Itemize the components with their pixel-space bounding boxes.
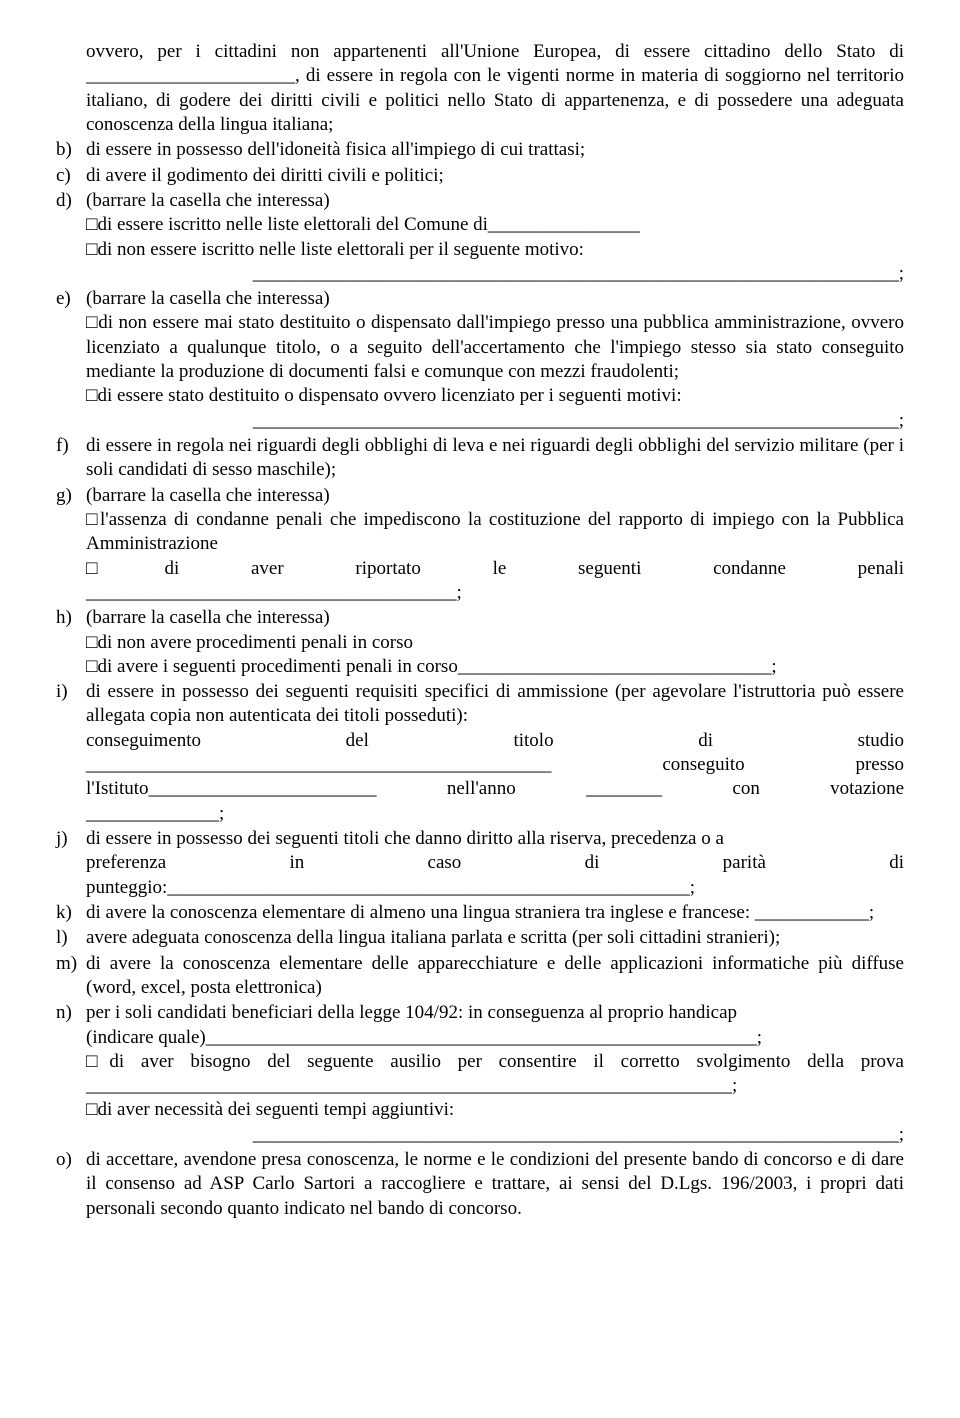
g-l2-w7: penali [858, 558, 904, 579]
i-row-2: ________________________________________… [86, 753, 904, 777]
g-l2-w2: aver [251, 558, 284, 579]
item-o: o) di accettare, avendone presa conoscen… [56, 1148, 904, 1221]
i-r1-w5: studio [858, 730, 904, 751]
e-checkbox-2[interactable]: □di essere stato destituito o dispensato… [86, 384, 904, 408]
j-r1-w2: in [289, 852, 304, 873]
g-l2-w6: condanne [713, 558, 786, 579]
i-r1-w3: titolo [513, 730, 553, 751]
item-n: n) per i soli candidati beneficiari dell… [56, 1001, 904, 1147]
marker-b: b) [56, 138, 86, 162]
item-l: l) avere adeguata conoscenza della lingu… [56, 926, 904, 950]
i-row-1: conseguimento del titolo di studio [86, 729, 904, 753]
marker-o: o) [56, 1148, 86, 1172]
marker-f: f) [56, 434, 86, 458]
j-r1-w3: caso [428, 852, 462, 873]
h-checkbox-2[interactable]: □di avere i seguenti procedimenti penali… [86, 655, 904, 679]
i-r2-w1: ________________________________________… [86, 754, 552, 775]
i-r3-w4: con [732, 778, 759, 799]
n-checkbox-2[interactable]: □di aver necessità dei seguenti tempi ag… [86, 1098, 904, 1122]
item-d: d) (barrare la casella che interessa) □d… [56, 189, 904, 286]
j-r1-w4: di [585, 852, 600, 873]
content-h: (barrare la casella che interessa) □di n… [86, 606, 904, 679]
n-checkbox-1[interactable]: □di aver bisogno del seguente ausilio pe… [86, 1050, 904, 1099]
g-l2-w4: le [493, 558, 507, 579]
content-d: (barrare la casella che interessa) □di e… [86, 189, 904, 286]
text-c: di avere il godimento dei diritti civili… [86, 164, 904, 188]
j-r1-w5: parità [723, 852, 766, 873]
item-f: f) di essere in regola nei riguardi degl… [56, 434, 904, 483]
g-l2-w1: □di [86, 558, 179, 579]
item-k: k) di avere la conoscenza elementare di … [56, 901, 904, 925]
n-blank-line: ________________________________________… [86, 1123, 904, 1147]
item-m: m) di avere la conoscenza elementare del… [56, 952, 904, 1001]
i-r3-w2: nell'anno [447, 778, 516, 799]
g-checkbox-1[interactable]: □l'assenza di condanne penali che impedi… [86, 508, 904, 557]
i-r1-w4: di [698, 730, 713, 751]
d-checkbox-2[interactable]: □di non essere iscritto nelle liste elet… [86, 238, 904, 262]
d-checkbox-1[interactable]: □di essere iscritto nelle liste elettora… [86, 213, 904, 237]
content-e: (barrare la casella che interessa) □di n… [86, 287, 904, 433]
item-h: h) (barrare la casella che interessa) □d… [56, 606, 904, 679]
text-m: di avere la conoscenza elementare delle … [86, 952, 904, 1001]
i-r1-w1: conseguimento [86, 730, 201, 751]
d-head: (barrare la casella che interessa) [86, 189, 904, 213]
item-g: g) (barrare la casella che interessa) □l… [56, 484, 904, 606]
intro-item: ovvero, per i cittadini non appartenenti… [56, 40, 904, 137]
marker-k: k) [56, 901, 86, 925]
n-l1: (indicare quale)________________________… [86, 1026, 904, 1050]
marker-n: n) [56, 1001, 86, 1025]
item-e: e) (barrare la casella che interessa) □d… [56, 287, 904, 433]
i-row-3: l'Istituto________________________ nell'… [86, 777, 904, 801]
e-blank-line: ________________________________________… [86, 409, 904, 433]
text-k: di avere la conoscenza elementare di alm… [86, 901, 904, 925]
i-r2-w2: conseguito [662, 754, 744, 775]
item-b: b) di essere in possesso dell'idoneità f… [56, 138, 904, 162]
content-j: di essere in possesso dei seguenti titol… [86, 827, 904, 900]
marker-l: l) [56, 926, 86, 950]
i-r3-w5: votazione [830, 778, 904, 799]
n-head: per i soli candidati beneficiari della l… [86, 1001, 904, 1025]
item-i: i) di essere in possesso dei seguenti re… [56, 680, 904, 826]
j-head: di essere in possesso dei seguenti titol… [86, 827, 904, 851]
h-checkbox-1[interactable]: □di non avere procedimenti penali in cor… [86, 631, 904, 655]
g-checkbox-2[interactable]: □di aver riportato le seguenti condanne … [86, 557, 904, 581]
i-r3-w1: l'Istituto________________________ [86, 778, 377, 799]
e-checkbox-1[interactable]: □di non essere mai stato destituito o di… [86, 311, 904, 384]
i-r3-w3: ________ [586, 778, 662, 799]
marker-h: h) [56, 606, 86, 630]
g-blank-line: _______________________________________; [86, 581, 904, 605]
j-row-2: punteggio:______________________________… [86, 876, 904, 900]
marker-j: j) [56, 827, 86, 851]
marker-e: e) [56, 287, 86, 311]
intro-text: ovvero, per i cittadini non appartenenti… [86, 40, 904, 137]
i-row-4: ______________; [86, 802, 904, 826]
marker-i: i) [56, 680, 86, 704]
j-r1-w1: preferenza [86, 852, 166, 873]
marker-d: d) [56, 189, 86, 213]
i-head: di essere in possesso dei seguenti requi… [86, 680, 904, 729]
g-l2-w3: riportato [355, 558, 420, 579]
text-o: di accettare, avendone presa conoscenza,… [86, 1148, 904, 1221]
content-i: di essere in possesso dei seguenti requi… [86, 680, 904, 826]
j-row-1: preferenza in caso di parità di [86, 851, 904, 875]
j-r1-w6: di [889, 852, 904, 873]
g-l2-w5: seguenti [578, 558, 641, 579]
d-blank-line: ________________________________________… [86, 262, 904, 286]
h-head: (barrare la casella che interessa) [86, 606, 904, 630]
i-r2-w3: presso [855, 754, 904, 775]
g-head: (barrare la casella che interessa) [86, 484, 904, 508]
marker-c: c) [56, 164, 86, 188]
e-head: (barrare la casella che interessa) [86, 287, 904, 311]
text-b: di essere in possesso dell'idoneità fisi… [86, 138, 904, 162]
i-r1-w2: del [346, 730, 369, 751]
marker-m: m) [56, 952, 86, 976]
content-n: per i soli candidati beneficiari della l… [86, 1001, 904, 1147]
marker-g: g) [56, 484, 86, 508]
item-c: c) di avere il godimento dei diritti civ… [56, 164, 904, 188]
text-f: di essere in regola nei riguardi degli o… [86, 434, 904, 483]
text-l: avere adeguata conoscenza della lingua i… [86, 926, 904, 950]
content-g: (barrare la casella che interessa) □l'as… [86, 484, 904, 606]
item-j: j) di essere in possesso dei seguenti ti… [56, 827, 904, 900]
